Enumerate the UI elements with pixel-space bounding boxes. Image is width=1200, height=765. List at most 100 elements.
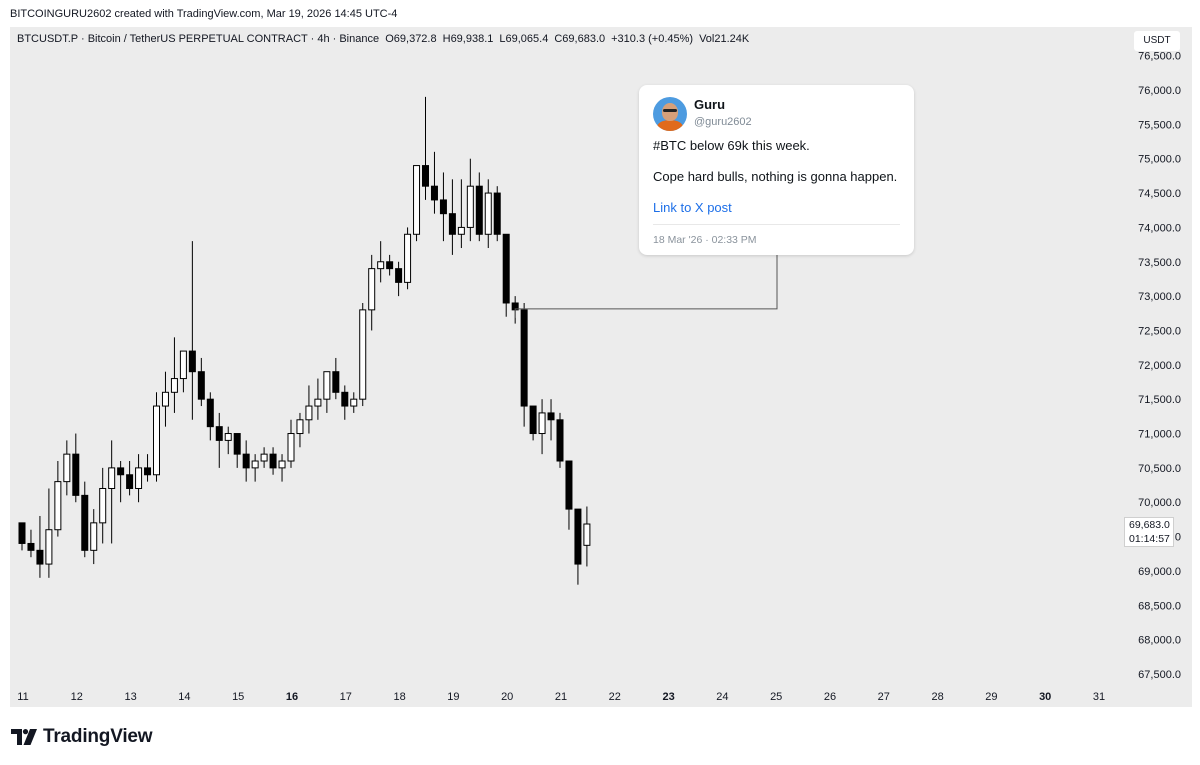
candle-body <box>377 261 385 270</box>
candle-body <box>27 542 35 551</box>
y-tick-label: 74,000.0 <box>1138 222 1181 234</box>
candle-body <box>439 199 447 215</box>
y-tick-label: 72,000.0 <box>1138 360 1181 372</box>
x-tick-label: 26 <box>824 691 836 703</box>
candle-body <box>242 453 250 469</box>
candle-body <box>386 261 394 270</box>
author-name[interactable]: Guru <box>694 97 726 112</box>
candle-body <box>448 213 456 235</box>
post-text-line-1: #BTC below 69k this week. <box>653 138 810 153</box>
candle-body <box>493 192 501 235</box>
tradingview-logo-icon <box>11 729 37 745</box>
candle-body <box>54 481 62 531</box>
candlestick-chart[interactable]: 67,500.068,000.068,500.069,000.069,500.0… <box>10 27 1192 707</box>
tradingview-logo[interactable]: TradingView <box>11 726 153 748</box>
y-tick-label: 76,000.0 <box>1138 85 1181 97</box>
candle-body <box>224 433 232 441</box>
x-tick-label: 16 <box>286 691 298 703</box>
candle-body <box>260 453 268 462</box>
candle-body <box>457 226 465 235</box>
candle-body <box>395 268 403 283</box>
x-tick-label: 17 <box>340 691 352 703</box>
candle-body <box>332 371 340 393</box>
open-label: O <box>385 33 394 45</box>
candle-body <box>81 494 89 551</box>
candle-body <box>45 529 53 565</box>
candle-body <box>117 467 125 476</box>
candle-body <box>126 474 134 489</box>
x-tick-label: 11 <box>17 691 28 703</box>
candle-body <box>206 398 214 428</box>
candle-body <box>359 309 367 400</box>
low-value: 69,065.4 <box>505 33 549 45</box>
avatar-face <box>662 103 678 121</box>
candle-body <box>305 405 313 421</box>
avatar[interactable] <box>653 97 687 131</box>
embedded-post-card[interactable]: Guru @guru2602 #BTC below 69k this week.… <box>639 85 914 255</box>
chart-area[interactable]: 67,500.068,000.068,500.069,000.069,500.0… <box>10 27 1192 707</box>
chart-caption: BITCOINGURU2602 created with TradingView… <box>10 8 398 20</box>
candle-body <box>188 350 196 373</box>
x-tick-label: 29 <box>985 691 997 703</box>
candle-body <box>341 391 349 407</box>
candle-body <box>278 460 286 469</box>
change-value: +310.3 (+0.45%) <box>611 33 694 45</box>
currency-badge[interactable]: USDT <box>1134 31 1180 51</box>
candle-body <box>547 412 555 421</box>
author-handle[interactable]: @guru2602 <box>694 116 752 128</box>
last-price-label: 69,683.0 01:14:57 <box>1124 517 1174 547</box>
y-tick-label: 75,500.0 <box>1138 119 1181 131</box>
x-tick-label: 24 <box>716 691 728 703</box>
candle-body <box>475 185 483 235</box>
candle-body <box>90 522 98 551</box>
candle-body <box>233 433 241 455</box>
candle-body <box>314 398 322 407</box>
candle-body <box>99 487 107 524</box>
candle-body <box>144 467 152 476</box>
x-tick-label: 23 <box>662 691 674 703</box>
y-tick-label: 74,500.0 <box>1138 188 1181 200</box>
candle-body <box>556 419 564 462</box>
x-tick-label: 20 <box>501 691 513 703</box>
close-label: C <box>554 33 563 45</box>
post-date: 18 Mar '26 · 02:33 PM <box>653 234 757 246</box>
x-tick-label: 30 <box>1039 691 1051 703</box>
callout-connector <box>514 255 778 318</box>
symbol-info-bar[interactable]: BTCUSDT.P · Bitcoin / TetherUS PERPETUAL… <box>17 33 755 45</box>
candle-body <box>215 426 223 441</box>
y-tick-label: 67,500.0 <box>1138 669 1181 681</box>
candle-body <box>153 405 160 476</box>
candle-body <box>170 378 178 393</box>
y-tick-label: 68,000.0 <box>1138 635 1181 647</box>
y-tick-label: 68,500.0 <box>1138 600 1181 612</box>
close-value: 69,683.0 <box>562 33 606 45</box>
y-tick-label: 76,500.0 <box>1138 51 1181 63</box>
post-link[interactable]: Link to X post <box>653 200 732 215</box>
candle-body <box>368 268 376 311</box>
candle-body <box>574 508 582 565</box>
candle-body <box>18 522 26 544</box>
symbol-description[interactable]: BTCUSDT.P · Bitcoin / TetherUS PERPETUAL… <box>17 33 380 45</box>
x-tick-label: 18 <box>393 691 405 703</box>
y-tick-label: 70,000.0 <box>1138 497 1181 509</box>
candle-body <box>251 460 259 469</box>
volume-value: 21.24K <box>714 33 750 45</box>
y-tick-label: 75,000.0 <box>1138 154 1181 166</box>
y-tick-label: 69,000.0 <box>1138 566 1181 578</box>
volume-label: Vol <box>699 33 715 45</box>
x-tick-label: 12 <box>71 691 83 703</box>
avatar-shirt <box>657 120 683 131</box>
avatar-glasses <box>663 109 677 112</box>
candle-body <box>484 192 492 235</box>
x-tick-label: 19 <box>447 691 459 703</box>
candle-body <box>135 467 143 489</box>
candle-body <box>197 371 205 400</box>
y-tick-label: 71,000.0 <box>1138 429 1181 441</box>
candle-body <box>108 467 116 489</box>
x-tick-label: 31 <box>1093 691 1105 703</box>
y-tick-label: 73,000.0 <box>1138 291 1181 303</box>
candle-body <box>269 453 277 469</box>
candle-body <box>430 185 438 201</box>
x-tick-label: 22 <box>609 691 621 703</box>
candle-body <box>413 165 421 235</box>
